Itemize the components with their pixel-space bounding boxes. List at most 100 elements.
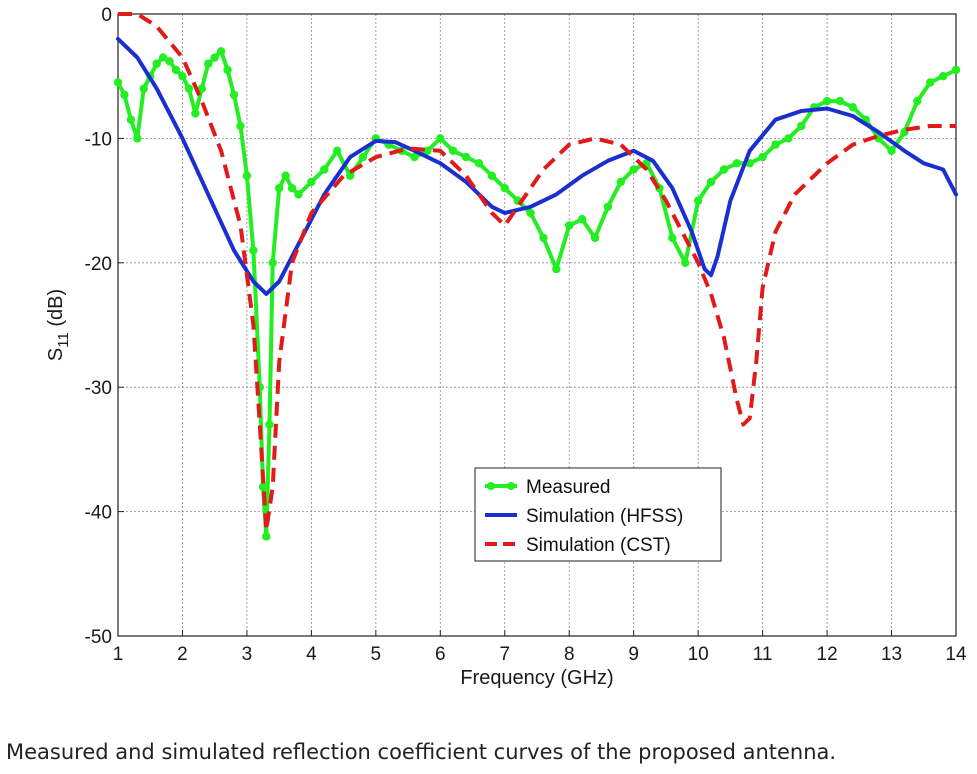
measured-point <box>797 121 806 131</box>
measured-point <box>732 159 742 168</box>
y-axis-label: S11 (dB) <box>45 289 72 361</box>
measured-point <box>258 482 268 491</box>
measured-point <box>113 78 123 87</box>
x-tick-label: 1 <box>113 644 124 665</box>
s11-chart: 1 2 3 4 5 6 7 8 9 10 11 12 13 14 0-10-20-30-40-50 Fre… <box>45 5 967 689</box>
x-tick-label: 3 <box>242 644 253 665</box>
measured-point <box>616 177 625 187</box>
measured-point <box>848 103 858 112</box>
measured-point <box>242 171 252 180</box>
legend-label-measured: Measured <box>526 477 611 498</box>
measured-point <box>577 215 587 224</box>
x-tick-label: 4 <box>306 644 317 665</box>
measured-point <box>158 53 168 62</box>
measured-point <box>268 258 277 267</box>
x-tick-label: 11 <box>753 644 773 665</box>
measured-point <box>345 171 355 180</box>
x-tick-label: 10 <box>688 644 709 665</box>
measured-point <box>307 177 316 187</box>
measured-point <box>436 134 445 143</box>
measured-point <box>449 146 458 156</box>
y-tick-label: -50 <box>85 627 112 648</box>
measured-point <box>133 134 142 143</box>
legend-marker-measured <box>487 482 495 490</box>
measured-point <box>423 146 432 156</box>
legend-label-hfss: Simulation (HFSS) <box>526 506 683 527</box>
measured-point <box>784 134 793 143</box>
measured-point <box>249 246 258 255</box>
y-tick-labels: 0 -10 -20 -30 -40 -50 <box>85 5 112 648</box>
measured-point <box>938 72 948 81</box>
measured-point <box>474 159 484 168</box>
measured-point <box>835 96 845 106</box>
measured-point <box>887 146 896 156</box>
measured-point <box>265 420 274 429</box>
y-tick-label: 0 <box>101 5 112 26</box>
measured-point <box>236 121 245 131</box>
measured-point <box>229 90 239 100</box>
measured-point <box>332 146 342 156</box>
measured-point <box>126 115 136 124</box>
measured-point <box>120 90 129 100</box>
measured-point <box>216 47 226 56</box>
y-tick-label: -30 <box>85 378 112 399</box>
x-tick-label: 2 <box>177 644 188 665</box>
legend: Measured Simulation (HFSS) Simulation (C… <box>474 467 722 562</box>
measured-point <box>281 171 290 180</box>
y-tick-label: -10 <box>85 129 112 150</box>
x-tick-labels: 1 2 3 4 5 6 7 8 9 10 11 12 13 14 <box>113 644 967 665</box>
measured-point <box>681 258 690 267</box>
measured-point <box>294 190 303 199</box>
plot-frame <box>117 13 957 637</box>
series-line-2 <box>118 12 956 533</box>
measured-point <box>693 196 703 205</box>
measured-point <box>590 233 600 243</box>
x-tick-label: 8 <box>564 644 575 665</box>
y-tick-label: -20 <box>85 254 112 275</box>
measured-point <box>603 202 613 212</box>
measured-point <box>204 59 213 68</box>
y-axis-label-sub: 11 <box>55 332 72 348</box>
measured-point <box>552 264 561 274</box>
measured-point <box>223 65 232 75</box>
measured-point <box>274 183 284 193</box>
measured-point <box>171 65 181 75</box>
measured-point <box>184 84 194 93</box>
x-tick-label: 7 <box>499 644 510 665</box>
measured-point <box>822 96 832 106</box>
measured-point <box>629 165 638 174</box>
x-tick-label: 14 <box>945 644 967 665</box>
x-tick-label: 6 <box>435 644 446 665</box>
measured-point <box>262 532 271 541</box>
measured-point <box>358 152 368 162</box>
x-tick-label: 5 <box>371 644 382 665</box>
measured-point <box>210 53 219 62</box>
legend-marker-measured-2 <box>507 482 515 490</box>
y-axis-label-unit: (dB) <box>45 289 67 332</box>
measured-point <box>139 84 148 93</box>
measured-point <box>913 96 922 106</box>
measured-point <box>165 57 174 66</box>
series-line-1 <box>116 36 958 296</box>
svg-text:S11 (dB): S11 (dB) <box>45 289 72 361</box>
measured-point <box>539 233 548 243</box>
measured-point <box>410 152 419 162</box>
measured-point <box>178 72 187 81</box>
x-tick-label: 12 <box>817 644 838 665</box>
y-axis-label-main: S <box>45 348 67 361</box>
measured-point <box>719 165 729 174</box>
measured-point <box>197 84 206 93</box>
measured-point <box>152 59 161 68</box>
figure-caption: Measured and simulated reflection coeffi… <box>6 740 837 764</box>
measured-point <box>771 140 780 149</box>
measured-point <box>668 233 677 243</box>
measured-point <box>526 208 535 218</box>
measured-point <box>926 78 935 87</box>
measured-point <box>487 171 497 180</box>
x-tick-label: 9 <box>628 644 639 665</box>
measured-point <box>500 183 509 193</box>
measured-point <box>461 152 471 162</box>
x-tick-label: 13 <box>881 644 902 665</box>
measured-point <box>951 65 961 75</box>
measured-point <box>758 152 767 162</box>
